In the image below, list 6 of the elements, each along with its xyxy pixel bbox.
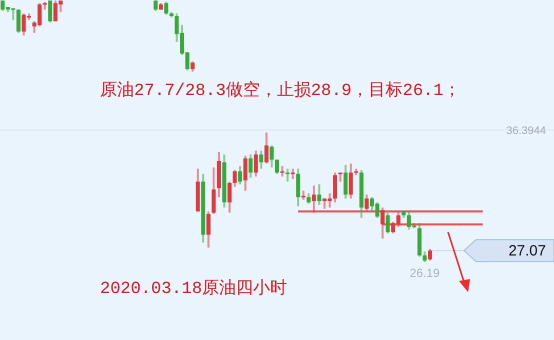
annotation: 原油27.7/28.3做空，止损28.9，目标26.1；	[100, 80, 460, 101]
candlestick	[275, 158, 279, 175]
annotation: 2020.03.18原油四小时	[100, 279, 288, 299]
y-tick-label: 27.07	[508, 242, 546, 260]
annotation: 26.19	[410, 266, 440, 280]
y-tick-label: 36.3944	[506, 124, 546, 137]
